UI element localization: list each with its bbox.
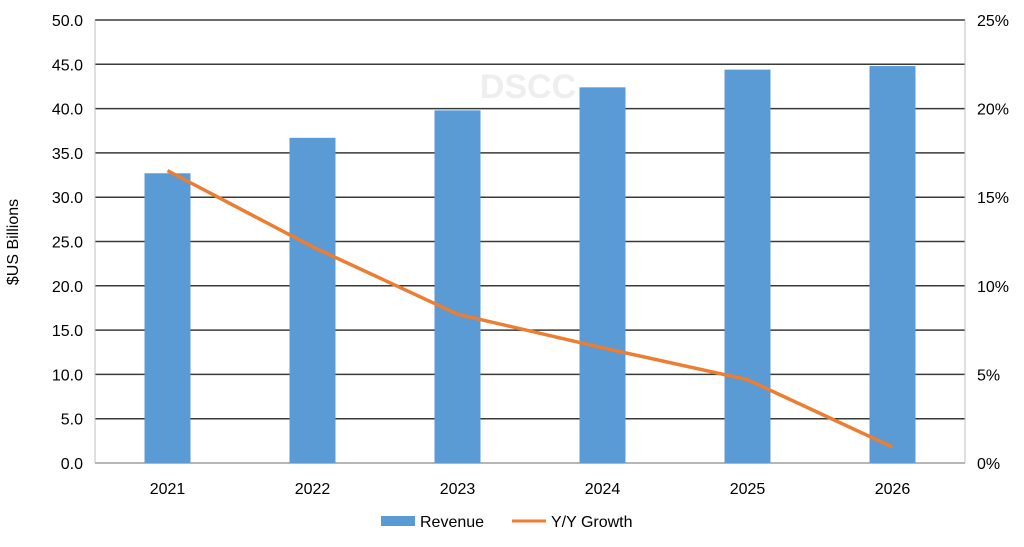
y2-tick-label: 10%	[977, 279, 1009, 296]
x-tick-label: 2022	[295, 481, 331, 498]
growth-line	[167, 171, 892, 448]
y-tick-label: 20.0	[52, 279, 83, 296]
legend: Revenue Y/Y Growth	[381, 514, 633, 531]
watermark: DSCC	[480, 68, 576, 106]
y-tick-label: 25.0	[52, 235, 83, 252]
x-tick-label: 2026	[875, 481, 911, 498]
x-tick-label: 2023	[440, 481, 476, 498]
y2-tick-label: 0%	[977, 456, 1000, 473]
right-axis-ticks: 0% 5% 10% 15% 20% 25%	[977, 13, 1009, 473]
revenue-bar-2025	[725, 70, 771, 463]
revenue-bar-2021	[145, 173, 191, 463]
revenue-bar-2024	[580, 87, 626, 463]
y-tick-label: 15.0	[52, 323, 83, 340]
legend-growth-label: Y/Y Growth	[551, 514, 633, 531]
revenue-bar-2023	[435, 110, 481, 463]
y-axis-label: $US Billions	[5, 199, 22, 285]
legend-revenue-label: Revenue	[420, 514, 484, 531]
y2-tick-label: 15%	[977, 190, 1009, 207]
y2-tick-label: 5%	[977, 367, 1000, 384]
growth-line-path	[168, 171, 893, 447]
revenue-bar-2022	[290, 138, 336, 463]
x-tick-label: 2021	[150, 481, 186, 498]
x-tick-label: 2025	[730, 481, 766, 498]
y-tick-label: 10.0	[52, 367, 83, 384]
x-tick-label: 2024	[585, 481, 621, 498]
y2-tick-label: 25%	[977, 13, 1009, 30]
legend-revenue-swatch	[381, 516, 415, 526]
y-tick-label: 30.0	[52, 190, 83, 207]
y-tick-label: 35.0	[52, 146, 83, 163]
y-tick-label: 5.0	[61, 412, 83, 429]
x-axis-ticks: 2021 2022 2023 2024 2025 2026	[150, 481, 911, 498]
y-tick-label: 50.0	[52, 13, 83, 30]
y2-tick-label: 20%	[977, 102, 1009, 119]
y-tick-label: 45.0	[52, 57, 83, 74]
y-tick-label: 40.0	[52, 102, 83, 119]
y-tick-label: 0.0	[61, 456, 83, 473]
left-axis-ticks: 0.0 5.0 10.0 15.0 20.0 25.0 30.0 35.0 40.0 45.0 50…	[52, 13, 83, 473]
revenue-bar-2026	[870, 66, 916, 463]
